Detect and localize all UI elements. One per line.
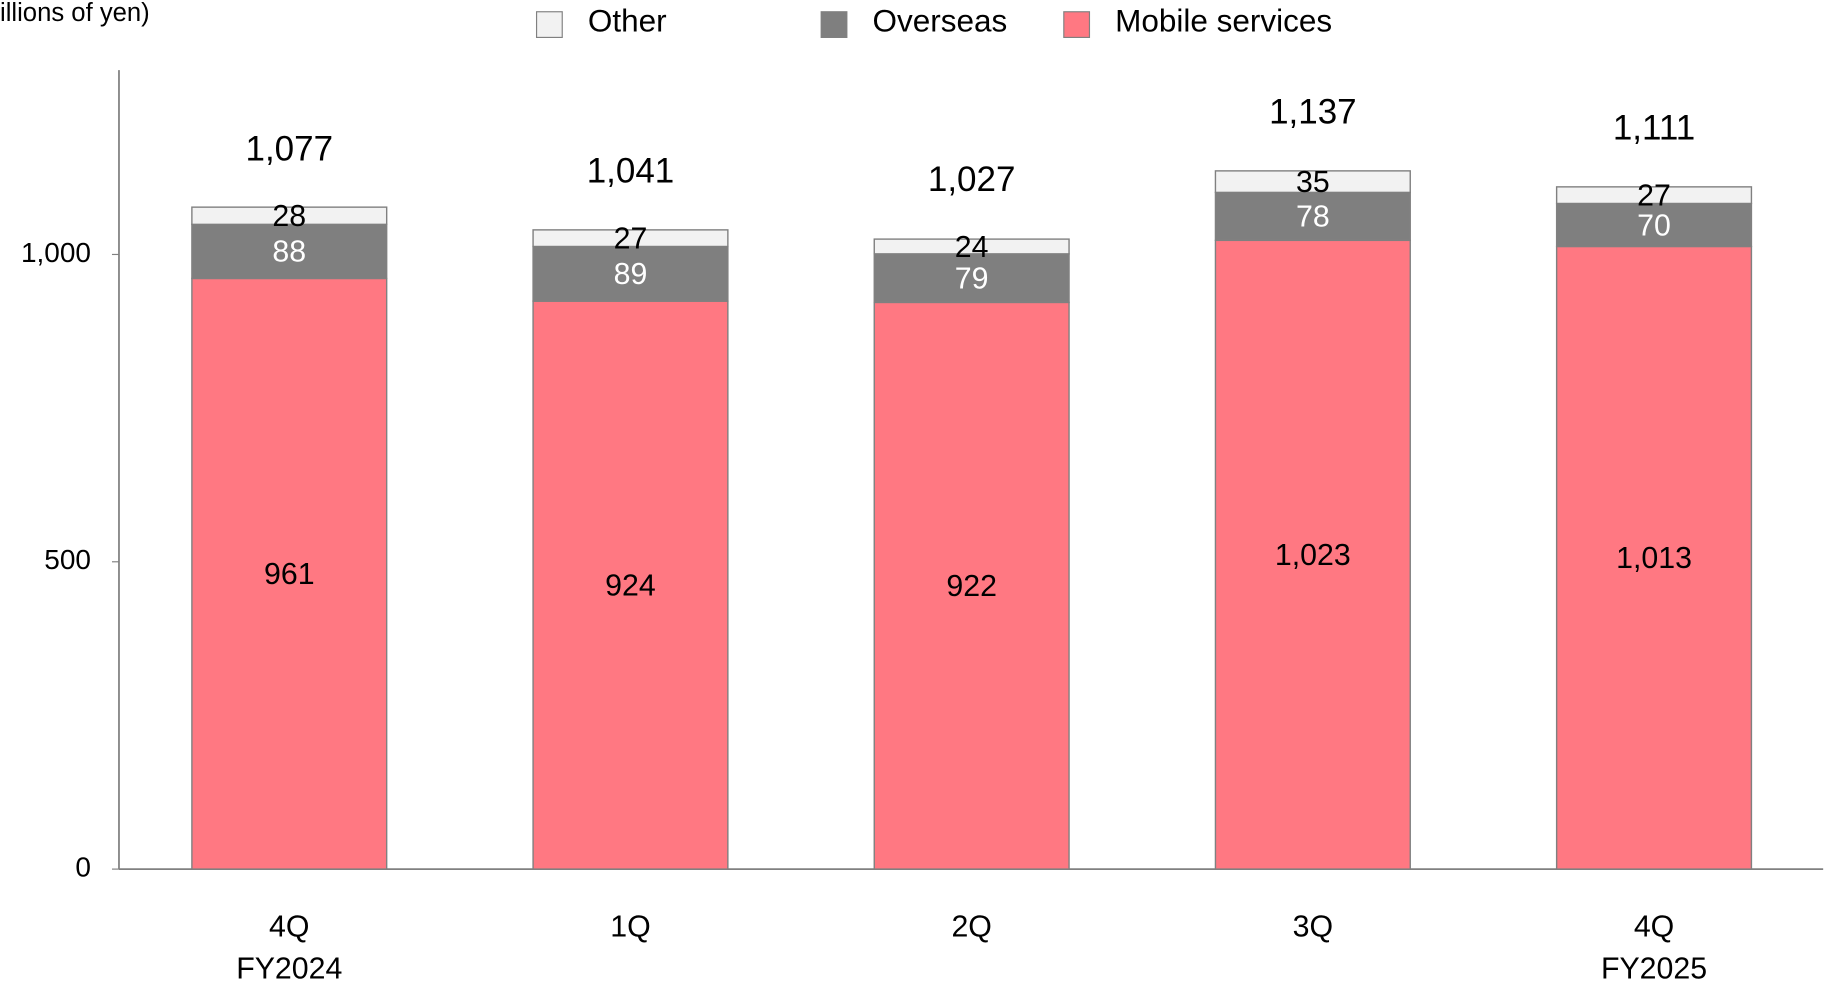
bar-segment	[191, 223, 388, 280]
bar-segment	[873, 301, 1070, 870]
x-tick-label: 4Q	[1634, 911, 1674, 944]
y-axis-label: illions of yen)	[0, 0, 150, 27]
bar-segment	[1555, 186, 1753, 205]
legend-label: Mobile services	[1115, 3, 1332, 39]
legend-label: Other	[588, 3, 667, 39]
legend-swatch	[535, 11, 563, 38]
data-label: 70	[1637, 209, 1671, 242]
data-label: 27	[614, 223, 648, 256]
x-tick-label: FY2025	[1601, 953, 1707, 986]
bar-segment	[1214, 170, 1411, 194]
bar-segment	[1555, 202, 1753, 248]
bar-segment	[873, 238, 1070, 255]
bar-segment	[532, 300, 729, 870]
total-label: 1,111	[1613, 109, 1695, 148]
x-tick-label: 1Q	[610, 911, 650, 944]
bar-segment	[532, 245, 729, 302]
data-label: 28	[272, 200, 306, 233]
data-label: 922	[946, 570, 997, 603]
total-label: 1,077	[246, 129, 334, 168]
y-tick-label: 1,000	[21, 237, 91, 268]
data-label: 78	[1296, 201, 1330, 234]
x-tick-label: FY2024	[236, 953, 342, 986]
data-label: 89	[614, 258, 648, 291]
legend-label: Overseas	[873, 3, 1008, 39]
x-tick-label: 4Q	[269, 911, 309, 944]
total-label: 1,027	[928, 160, 1016, 199]
bar-segment	[191, 206, 388, 226]
bar-segment	[1214, 239, 1411, 870]
data-label: 924	[605, 569, 656, 602]
data-label: 79	[955, 262, 989, 295]
data-label: 88	[272, 236, 306, 269]
legend-swatch	[1063, 11, 1091, 38]
y-tick-label: 500	[44, 544, 91, 575]
total-label: 1,137	[1269, 93, 1357, 132]
data-label: 961	[264, 558, 315, 591]
data-label: 27	[1637, 180, 1671, 213]
total-label: 1,041	[587, 152, 675, 191]
bar-segment	[1555, 245, 1753, 870]
x-tick-label: 2Q	[951, 911, 991, 944]
y-tick-label: 0	[75, 851, 91, 882]
legend-swatch	[820, 11, 848, 38]
data-label: 35	[1296, 166, 1330, 199]
bar-segment	[191, 277, 388, 870]
data-label: 1,013	[1616, 542, 1692, 575]
bar-segment	[1214, 191, 1411, 242]
data-label: 1,023	[1275, 539, 1351, 572]
x-tick-label: 3Q	[1293, 911, 1333, 944]
data-label: 24	[955, 231, 989, 264]
bar-segment	[532, 229, 729, 248]
